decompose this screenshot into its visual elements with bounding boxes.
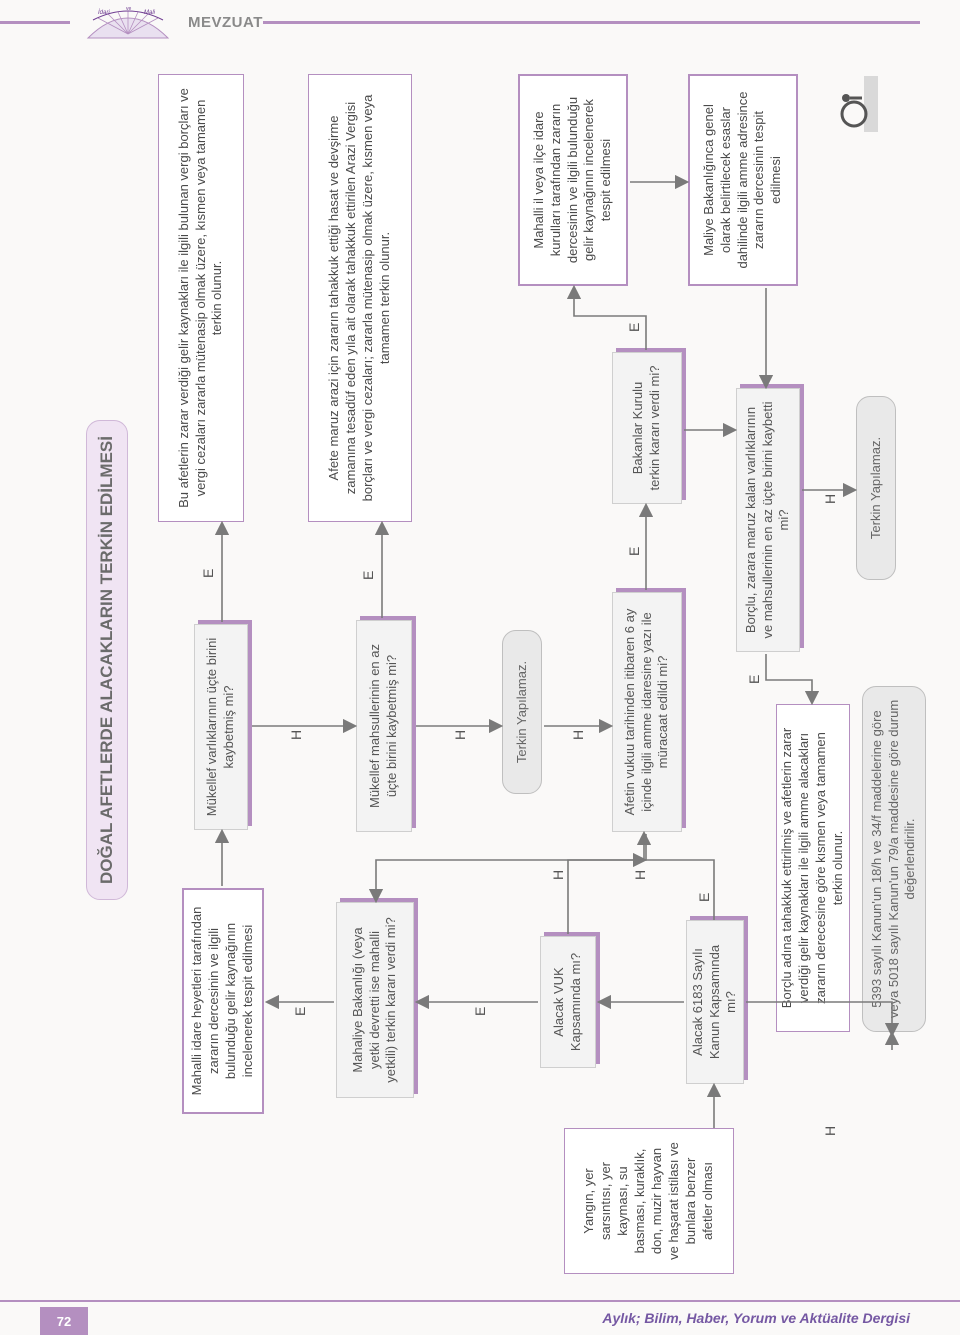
header-logo: İdari ve Mali — [78, 0, 178, 44]
brand-name: MEVZUAT — [188, 14, 263, 31]
svg-text:ve: ve — [126, 6, 132, 12]
label-h: H — [288, 730, 304, 740]
label-e: E — [360, 571, 376, 580]
page-header: İdari ve Mali MEVZUAT — [0, 0, 960, 44]
footer-caption: Aylık; Bilim, Haber, Yorum ve Aktüalite … — [88, 1310, 960, 1326]
label-h: H — [452, 730, 468, 740]
svg-text:Mali: Mali — [144, 10, 156, 16]
label-e: E — [696, 893, 712, 902]
label-h: H — [570, 730, 586, 740]
label-e: E — [626, 547, 642, 556]
label-h: H — [822, 1126, 838, 1136]
header-rule-left — [0, 21, 70, 24]
flowchart-area: DOĞAL AFETLERDE ALACAKLARIN TERKİN EDİLM… — [0, 258, 960, 1078]
label-e: E — [200, 569, 216, 578]
label-h: H — [822, 494, 838, 504]
label-e: E — [472, 1007, 488, 1016]
label-e: E — [292, 1007, 308, 1016]
page-footer: 72 Aylık; Bilim, Haber, Yorum ve Aktüali… — [0, 1300, 960, 1334]
label-h: H — [550, 870, 566, 880]
label-e: E — [626, 323, 642, 332]
header-rule-right — [263, 21, 920, 24]
page-number: 72 — [40, 1307, 88, 1335]
label-e: E — [746, 675, 762, 684]
label-h: H — [632, 870, 648, 880]
svg-text:İdari: İdari — [98, 9, 110, 16]
